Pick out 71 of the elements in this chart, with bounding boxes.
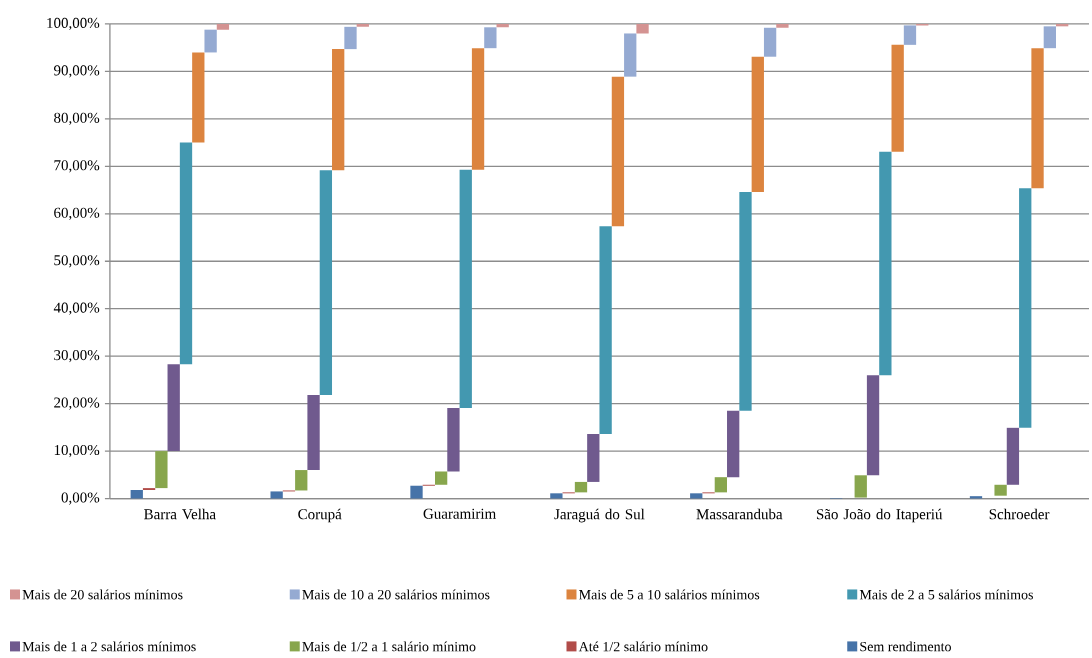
bar bbox=[763, 27, 777, 57]
bar bbox=[891, 44, 904, 152]
legend-label: Mais de 1/2 a 1 salário mínimo bbox=[302, 641, 476, 652]
bar bbox=[994, 484, 1007, 496]
bar bbox=[270, 491, 283, 499]
legend-label: Mais de 10 a 20 salários mínimos bbox=[302, 589, 490, 600]
bar bbox=[167, 364, 180, 451]
bar bbox=[550, 493, 563, 499]
y-tick-label: 60,00% bbox=[54, 207, 100, 220]
y-tick-label: 40,00% bbox=[53, 302, 100, 315]
bar bbox=[155, 450, 168, 488]
y-tick-label: 10,00% bbox=[54, 444, 100, 458]
x-tick-label: Massaranduba bbox=[696, 508, 783, 520]
bar bbox=[332, 48, 345, 170]
bar bbox=[434, 471, 448, 485]
y-tick-label: 90,00% bbox=[54, 65, 100, 78]
x-tick-label: Jaraguá do Sul bbox=[554, 508, 645, 523]
bar bbox=[447, 407, 460, 472]
bar bbox=[599, 225, 612, 434]
bar bbox=[866, 374, 880, 476]
bar bbox=[969, 495, 983, 499]
bar bbox=[574, 481, 588, 493]
bar bbox=[344, 26, 357, 49]
bar bbox=[727, 410, 740, 477]
bar bbox=[1019, 187, 1032, 428]
bar bbox=[356, 23, 369, 27]
y-tick-label: 50,00% bbox=[54, 254, 100, 268]
bar bbox=[879, 151, 892, 375]
bar bbox=[624, 33, 637, 77]
bar bbox=[410, 485, 423, 499]
bar bbox=[636, 23, 649, 34]
bar bbox=[739, 191, 752, 411]
bar bbox=[307, 394, 320, 470]
bar bbox=[587, 433, 600, 482]
bar bbox=[903, 25, 917, 45]
x-tick-label: Corupá bbox=[298, 508, 342, 523]
bar bbox=[751, 56, 764, 192]
bar bbox=[776, 23, 789, 28]
bar bbox=[714, 477, 728, 493]
legend-label: Mais de 5 a 10 salários mínimos bbox=[579, 589, 760, 600]
y-tick-label: 0,00% bbox=[61, 492, 100, 505]
legend-label: Até 1/2 salário mínimo bbox=[578, 641, 708, 652]
bar bbox=[690, 493, 703, 499]
legend-label: Mais de 1 a 2 salários mínimos bbox=[22, 641, 196, 652]
x-tick-label: Schroeder bbox=[989, 508, 1050, 520]
bar bbox=[179, 142, 193, 365]
bar bbox=[484, 27, 497, 48]
legend-label: Mais de 20 salários mínimos bbox=[22, 589, 183, 600]
bar bbox=[854, 475, 867, 498]
legend-label: Mais de 2 a 5 salários mínimos bbox=[859, 589, 1033, 600]
bar bbox=[1043, 26, 1056, 48]
bar bbox=[130, 489, 143, 499]
y-tick-label: 70,00% bbox=[54, 160, 100, 173]
x-tick-label: São João do Itaperiú bbox=[816, 508, 943, 523]
bar bbox=[319, 169, 333, 395]
y-tick-label: 100,00% bbox=[47, 17, 100, 30]
y-tick-label: 20,00% bbox=[54, 397, 100, 410]
bar bbox=[1006, 427, 1020, 485]
x-tick-label: Guaramirim bbox=[423, 508, 496, 519]
bar bbox=[204, 29, 217, 53]
bar bbox=[471, 47, 485, 170]
x-tick-label: Barra Velha bbox=[144, 508, 216, 520]
bar bbox=[1031, 47, 1044, 188]
bar bbox=[295, 469, 308, 491]
y-tick-label: 80,00% bbox=[54, 112, 100, 125]
bar bbox=[216, 23, 230, 30]
y-tick-label: 30,00% bbox=[54, 349, 100, 363]
legend-label: Sem rendimento bbox=[860, 641, 951, 652]
bar bbox=[192, 52, 205, 143]
bar bbox=[611, 76, 625, 226]
bar bbox=[459, 169, 472, 408]
